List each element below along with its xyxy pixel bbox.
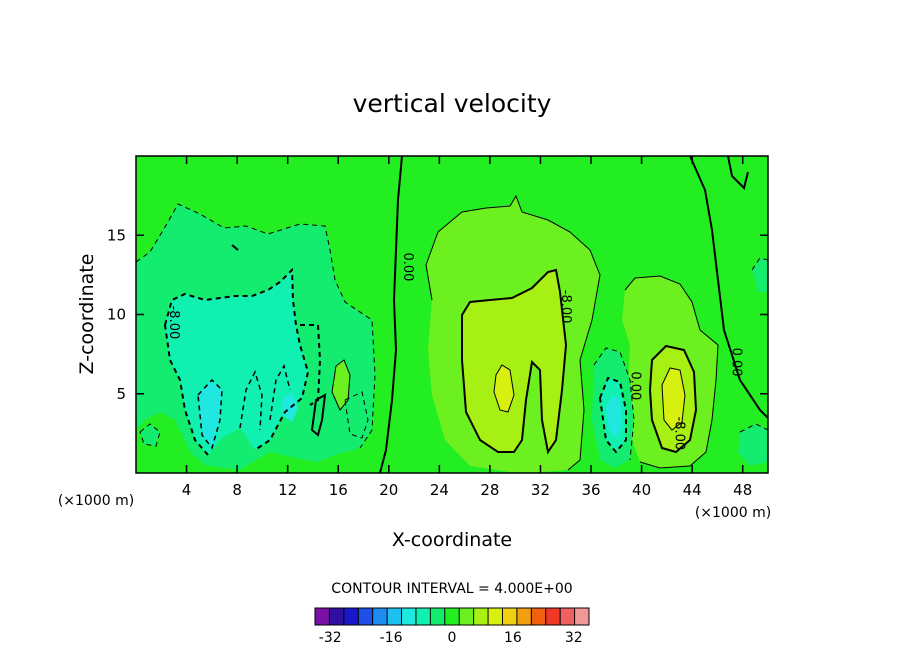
chart-title: vertical velocity xyxy=(353,89,552,118)
x-axis: 4 8 12 16 20 24 28 32 36 40 44 48 xyxy=(182,156,752,499)
colorbar-swatch xyxy=(502,608,518,625)
colorbar-swatch xyxy=(430,608,446,625)
colorbar-tick-label: 32 xyxy=(565,630,583,646)
contour-label: 0.00 xyxy=(400,252,415,281)
colorbar-swatch xyxy=(574,608,590,625)
colorbar-swatch xyxy=(488,608,503,625)
contour-label-text: 0.00 xyxy=(400,252,415,281)
region-pos8-center xyxy=(462,270,566,452)
contour-label-text: 0.00 xyxy=(627,371,642,400)
x-tick-label: 12 xyxy=(278,481,297,499)
colorbar-tick-label: -32 xyxy=(319,630,342,646)
contour-label-text: -8.00 xyxy=(672,417,687,451)
x-tick-label: 40 xyxy=(632,481,651,499)
region-neg4-edge-right xyxy=(752,258,768,292)
region-neg12-right xyxy=(606,395,622,438)
contour-label-text: -8.00 xyxy=(558,290,573,324)
colorbar-tick-label: 0 xyxy=(448,630,457,646)
colorbar-swatch xyxy=(415,608,431,625)
positive-contours xyxy=(331,194,719,471)
region-neg12-left-b xyxy=(282,392,298,422)
colorbar: -32 -16 0 16 32 xyxy=(314,607,590,646)
contour-interval-label: CONTOUR INTERVAL = 4.000E+00 xyxy=(331,581,572,597)
region-neg4-bottom xyxy=(345,392,368,438)
contour-field: -8.00 0.00 -8.00 0.00 -8.00 0.00 xyxy=(136,156,768,473)
colorbar-swatch xyxy=(516,608,532,625)
colorbar-swatch xyxy=(315,608,330,625)
colorbar-swatch xyxy=(444,608,460,625)
region-neg4-small xyxy=(140,424,160,446)
contour-label: 0.00 xyxy=(728,348,743,377)
x-tick-label: 20 xyxy=(379,481,398,499)
x-tick-label: 16 xyxy=(329,481,348,499)
contour-label: 0.00 xyxy=(627,371,642,400)
region-neg4-far-right xyxy=(738,424,768,466)
contour-label-group: -8.00 0.00 -8.00 0.00 -8.00 0.00 xyxy=(166,252,743,450)
colorbar-swatch xyxy=(358,608,373,625)
x-tick-label: 44 xyxy=(683,481,702,499)
colorbar-swatch xyxy=(459,608,474,625)
x-tick-label: 24 xyxy=(430,481,449,499)
x-tick-label: 28 xyxy=(480,481,499,499)
x-axis-label: X-coordinate xyxy=(392,529,512,551)
colorbar-swatch xyxy=(531,608,547,625)
x-tick-label: 36 xyxy=(581,481,600,499)
colorbar-swatch xyxy=(473,608,489,625)
colorbar-tick-label: 16 xyxy=(504,630,522,646)
colorbar-swatch xyxy=(329,608,345,625)
y-axis-label: Z-coordinate xyxy=(76,254,98,375)
colorbar-swatch xyxy=(372,608,388,625)
x-tick-label: 48 xyxy=(733,481,752,499)
x-tick-label: 8 xyxy=(232,481,242,499)
region-pos12-right xyxy=(662,368,685,430)
y-tick-label: 5 xyxy=(116,385,126,403)
negative-contours xyxy=(136,203,768,461)
contour-label: -8.00 xyxy=(672,417,687,451)
region-pos4-small xyxy=(332,360,350,410)
y-axis: 5 10 15 xyxy=(107,226,768,403)
colorbar-swatch xyxy=(387,608,402,625)
region-neg12-left-a xyxy=(198,380,222,448)
colorbar-swatch xyxy=(560,608,575,625)
y-tick-label: 10 xyxy=(107,306,126,324)
region-pos12-center xyxy=(494,365,514,412)
y-tick-label: 15 xyxy=(107,226,126,244)
colorbar-swatch xyxy=(401,608,417,625)
contour-label: -8.00 xyxy=(558,290,573,324)
colorbar-swatch xyxy=(343,608,359,625)
x-unit-right-label: (×1000 m) xyxy=(695,505,771,521)
colorbar-frame xyxy=(314,607,590,626)
x-tick-label: 32 xyxy=(531,481,550,499)
colorbar-tick-label: -16 xyxy=(380,630,403,646)
contour-label-text: -8.00 xyxy=(166,306,181,340)
x-tick-label: 4 xyxy=(182,481,192,499)
colorbar-swatch xyxy=(545,608,561,625)
x-unit-left-label: (×1000 m) xyxy=(58,493,134,509)
contour-label-text: 0.00 xyxy=(728,348,743,377)
contour-label: -8.00 xyxy=(166,306,181,340)
